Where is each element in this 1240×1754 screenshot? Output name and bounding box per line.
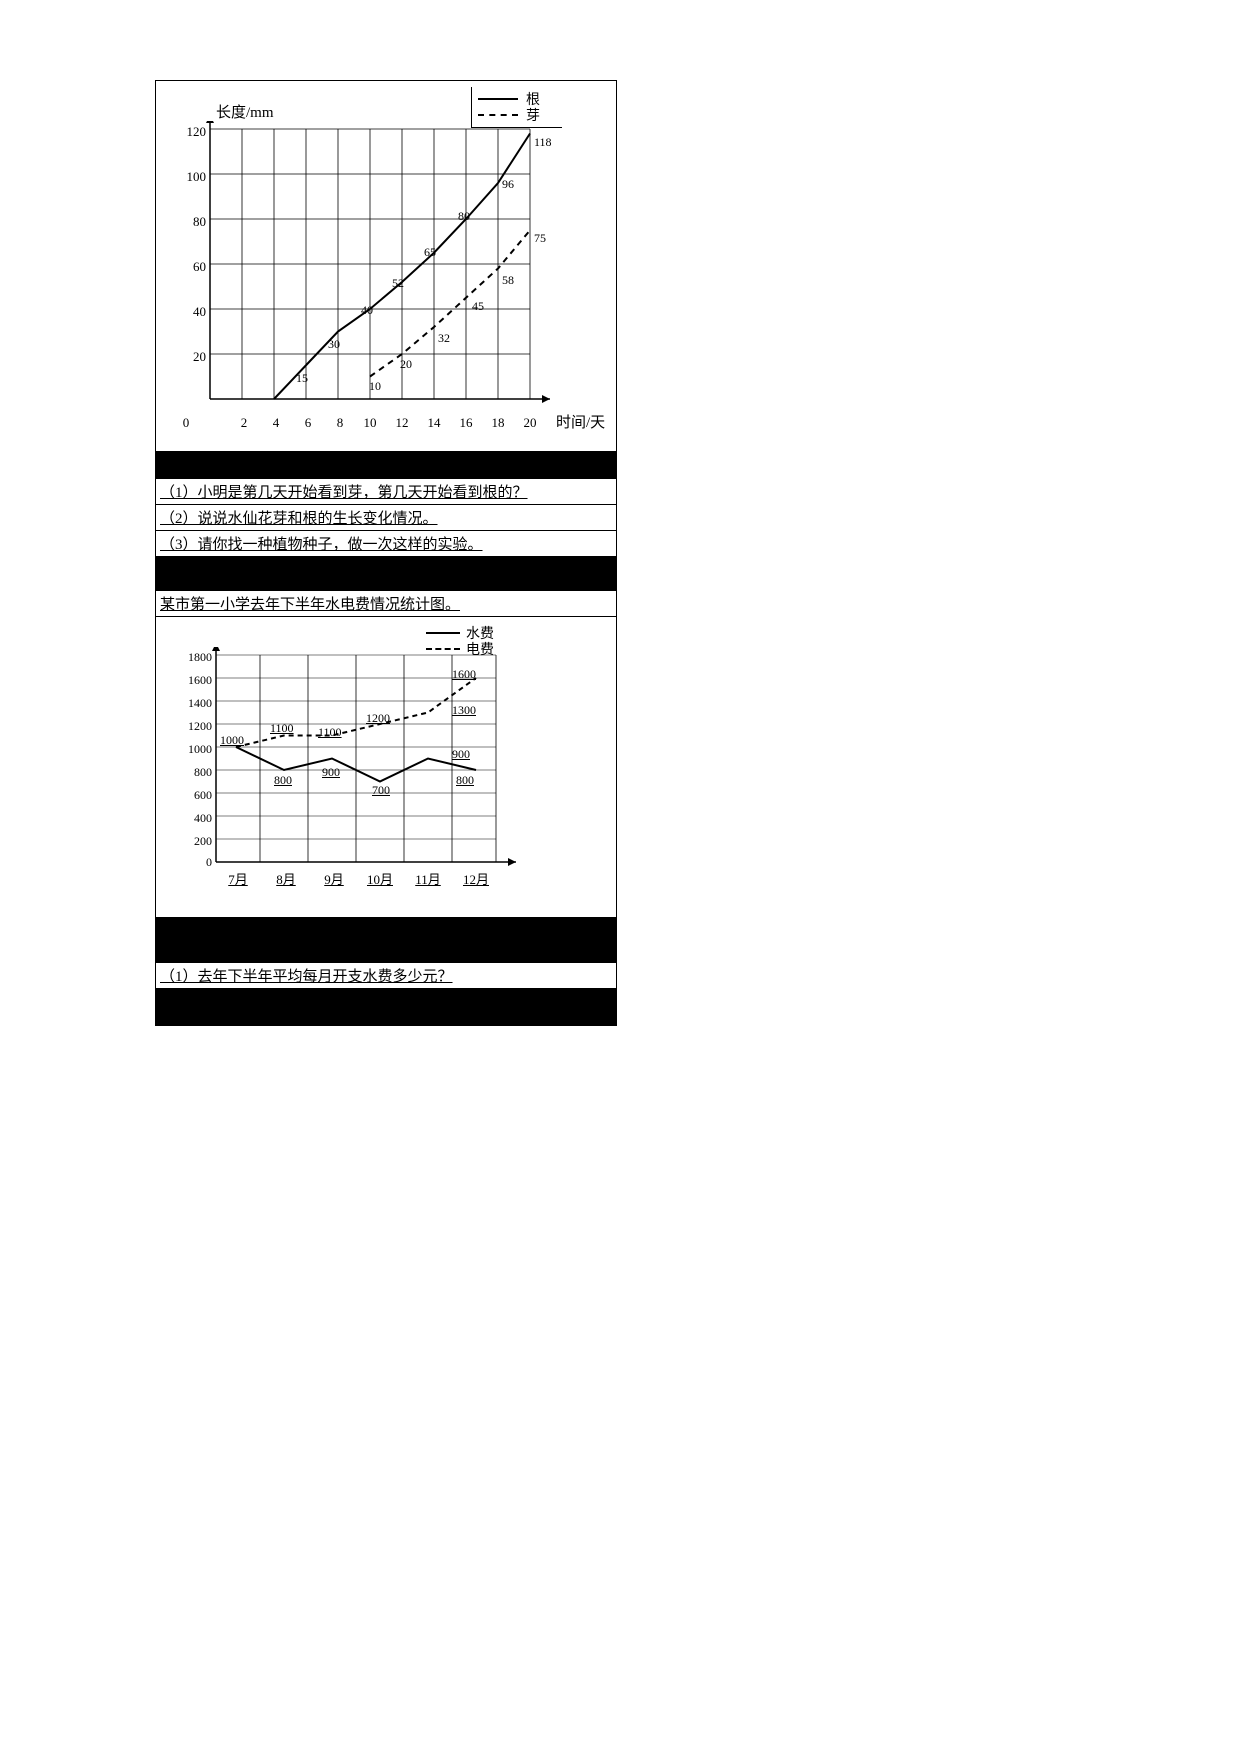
ytick-40: 40 [182, 304, 206, 320]
ytick2-1000: 1000 [178, 742, 212, 757]
xtick-6: 6 [298, 415, 318, 431]
ytick2-200: 200 [178, 834, 212, 849]
root-label-65: 65 [424, 245, 436, 260]
xtick-8: 8 [330, 415, 350, 431]
xtick2-0: 7月 [218, 869, 258, 888]
spacer-band [156, 451, 616, 479]
ytick-80: 80 [182, 214, 206, 230]
xtick2-5: 12月 [456, 869, 496, 888]
xtick-14: 14 [424, 415, 444, 431]
xtick-4: 4 [266, 415, 286, 431]
y-axis-title: 长度/mm [216, 101, 274, 122]
water-lbl-1: 800 [274, 773, 292, 788]
ytick2-1600: 1600 [178, 673, 212, 688]
legend-dashed-line [478, 114, 518, 116]
xtick-12: 12 [392, 415, 412, 431]
root-label-30: 30 [328, 337, 340, 352]
root-label-40: 40 [361, 303, 373, 318]
bud-label-45: 45 [472, 299, 484, 314]
ytick2-600: 600 [178, 788, 212, 803]
root-label-15: 15 [296, 371, 308, 386]
bud-label-20: 20 [400, 357, 412, 372]
q1-1: （1）小明是第几天开始看到芽，第几天开始看到根的？ [156, 479, 616, 505]
q1-2: （2）说说水仙花芽和根的生长变化情况。 [156, 505, 616, 531]
water-lbl-3: 700 [372, 783, 390, 798]
ytick-100: 100 [182, 169, 206, 185]
xtick2-4: 11月 [408, 869, 448, 888]
ytick-60: 60 [182, 259, 206, 275]
ytick-20: 20 [182, 349, 206, 365]
ytick2-1800: 1800 [178, 650, 212, 665]
spacer-band [156, 917, 616, 963]
q2-1: （1）去年下半年平均每月开支水费多少元？ [156, 963, 616, 989]
ytick-120: 120 [182, 124, 206, 140]
ytick2-800: 800 [178, 765, 212, 780]
elec-lbl-2: 1100 [318, 725, 342, 740]
chart2-title: 某市第一小学去年下半年水电费情况统计图。 [156, 591, 616, 617]
xtick-0: 0 [176, 415, 196, 431]
xtick-2: 2 [234, 415, 254, 431]
ytick2-0: 0 [178, 855, 212, 870]
utility-chart: 水费 电费 [156, 617, 616, 917]
bud-label-32: 32 [438, 331, 450, 346]
spacer-band [156, 557, 616, 591]
xtick-20: 20 [520, 415, 540, 431]
legend-solid-line [478, 98, 518, 100]
root-label-118: 118 [534, 135, 552, 150]
bud-label-10: 10 [369, 379, 381, 394]
ytick2-1400: 1400 [178, 696, 212, 711]
xtick-10: 10 [360, 415, 380, 431]
root-label-96: 96 [502, 177, 514, 192]
content-box: 长度/mm 根 芽 [155, 80, 617, 1026]
root-label-80: 80 [458, 209, 470, 224]
legend2-solid-line [426, 632, 460, 634]
elec-lbl-3: 1200 [366, 711, 390, 726]
xtick-18: 18 [488, 415, 508, 431]
q1-3: （3）请你找一种植物种子，做一次这样的实验。 [156, 531, 616, 557]
xtick2-1: 8月 [266, 869, 306, 888]
root-label-52: 52 [392, 276, 404, 291]
water-lbl-0: 1000 [220, 733, 244, 748]
bud-label-58: 58 [502, 273, 514, 288]
elec-lbl-1: 1100 [270, 721, 294, 736]
growth-chart: 长度/mm 根 芽 [156, 81, 616, 451]
water-lbl-4: 900 [452, 747, 470, 762]
spacer-band [156, 989, 616, 1025]
xtick-16: 16 [456, 415, 476, 431]
chart2-svg [174, 647, 534, 887]
water-lbl-5: 800 [456, 773, 474, 788]
xtick2-2: 9月 [314, 869, 354, 888]
page: 长度/mm 根 芽 [0, 0, 1240, 1754]
x-axis-title: 时间/天 [556, 411, 605, 432]
elec-lbl-4: 1300 [452, 703, 476, 718]
bud-label-75: 75 [534, 231, 546, 246]
elec-lbl-5: 1600 [452, 667, 476, 682]
water-lbl-2: 900 [322, 765, 340, 780]
ytick2-400: 400 [178, 811, 212, 826]
chart1-svg [174, 121, 574, 421]
xtick2-3: 10月 [360, 869, 400, 888]
ytick2-1200: 1200 [178, 719, 212, 734]
